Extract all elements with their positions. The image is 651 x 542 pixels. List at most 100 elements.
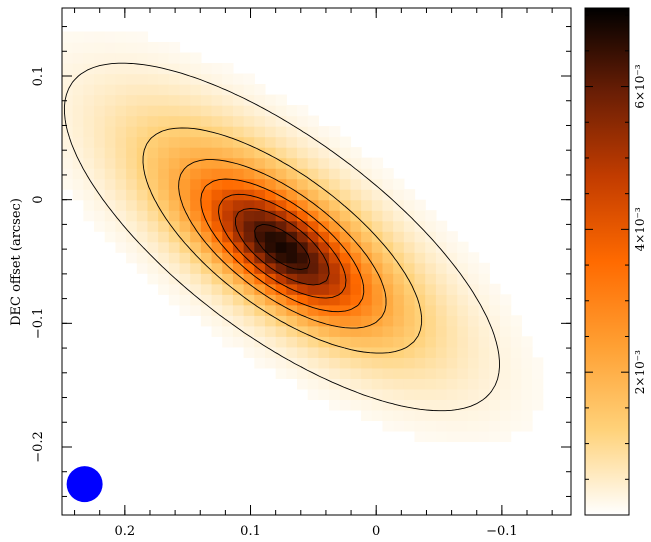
heatmap-pixel [382, 388, 394, 400]
heatmap-pixel [275, 262, 287, 274]
heatmap-pixel [318, 168, 330, 180]
heatmap-pixel [457, 241, 469, 253]
heatmap-pixel [211, 63, 223, 75]
heatmap-pixel [329, 168, 341, 180]
heatmap-pixel [297, 346, 309, 358]
heatmap-pixel [297, 178, 309, 190]
heatmap-pixel [243, 231, 255, 243]
heatmap-pixel [371, 189, 384, 201]
contour-level-5 [218, 193, 347, 299]
heatmap-pixel [318, 231, 330, 243]
heatmap-pixel [115, 31, 127, 43]
heatmap-pixel [297, 136, 309, 148]
heatmap-pixel [403, 241, 416, 253]
heatmap-pixel [232, 136, 245, 148]
heatmap-pixel [318, 126, 330, 138]
heatmap-pixel [126, 63, 138, 75]
heatmap-pixel [243, 136, 255, 148]
heatmap-pixel [286, 115, 298, 127]
heatmap-pixel [467, 294, 480, 306]
heatmap-pixel [136, 84, 149, 96]
heatmap-pixel [104, 73, 117, 85]
heatmap-pixel [264, 199, 277, 211]
heatmap-pixel [136, 210, 149, 222]
heatmap-pixel [126, 189, 138, 201]
heatmap-pixel [243, 346, 255, 358]
heatmap-pixel [297, 220, 309, 232]
heatmap-pixel [222, 294, 234, 306]
heatmap-pixel [62, 94, 74, 106]
heatmap-pixel [435, 315, 448, 327]
heatmap-pixel [371, 241, 384, 253]
heatmap-pixel [158, 126, 170, 138]
heatmap-pixel [179, 294, 191, 306]
heatmap-pixel [254, 231, 266, 243]
heatmap-pixel [243, 304, 255, 316]
heatmap-pixel [286, 357, 298, 369]
heatmap-pixel [467, 378, 480, 390]
heatmap-pixel [190, 189, 202, 201]
heatmap-pixel [510, 409, 522, 421]
y-tick-label: 0.1 [31, 66, 46, 87]
heatmap-pixel [457, 336, 469, 348]
heatmap-pixel [371, 283, 384, 295]
heatmap-pixel [350, 367, 362, 379]
heatmap-pixel [211, 304, 223, 316]
heatmap-pixel [243, 94, 255, 106]
heatmap-pixel [72, 42, 84, 54]
heatmap-pixel [62, 42, 74, 54]
heatmap-pixel [211, 136, 223, 148]
heatmap-pixel [264, 147, 277, 159]
heatmap-pixel [329, 220, 341, 232]
colorbar: 2×10⁻³ 4×10⁻³ 6×10⁻³ [584, 7, 647, 516]
heatmap-pixel [179, 84, 191, 96]
heatmap-pixel [382, 336, 394, 348]
heatmap-pixel [179, 73, 191, 85]
heatmap-pixel [478, 273, 490, 285]
heatmap-pixel [521, 409, 533, 421]
heatmap-pixel [104, 157, 117, 169]
heatmap-pixel [361, 252, 373, 264]
heatmap-pixel [414, 252, 426, 264]
heatmap-pixel [94, 136, 106, 148]
heatmap-pixel [414, 420, 426, 432]
y-tick-label: 0 [31, 196, 46, 204]
heatmap-pixel [499, 294, 512, 306]
heatmap-pixel [264, 105, 277, 117]
heatmap-pixel [168, 231, 181, 243]
heatmap-pixel [104, 52, 117, 64]
heatmap-pixel [126, 220, 138, 232]
heatmap-pixel [254, 262, 266, 274]
heatmap-pixel [414, 378, 426, 390]
heatmap-pixel [457, 273, 469, 285]
heatmap-pixel [190, 220, 202, 232]
heatmap-pixel [158, 157, 170, 169]
heatmap-pixel [275, 157, 287, 169]
heatmap-pixel [275, 220, 287, 232]
heatmap-pixel [222, 157, 234, 169]
heatmap-pixel [136, 52, 149, 64]
heatmap-pixel [393, 241, 405, 253]
heatmap-pixel [232, 178, 245, 190]
heatmap-pixel [339, 336, 352, 348]
heatmap-pixel [72, 31, 84, 43]
heatmap-pixel [72, 147, 84, 159]
heatmap-pixel [222, 252, 234, 264]
heatmap-pixel [467, 367, 480, 379]
heatmap-pixel [297, 147, 309, 159]
heatmap-pixel [62, 115, 74, 127]
heatmap-pixel [264, 294, 277, 306]
heatmap-pixel [393, 378, 405, 390]
heatmap-pixel [382, 273, 394, 285]
heatmap-pixel [200, 63, 213, 75]
heatmap-pixel [350, 252, 362, 264]
heatmap-pixel [414, 315, 426, 327]
heatmap-pixel [179, 147, 191, 159]
heatmap-pixel [307, 147, 319, 159]
heatmap-pixel [446, 283, 458, 295]
heatmap-pixel [297, 273, 309, 285]
heatmap-pixel [425, 409, 437, 421]
heatmap-pixel [371, 262, 384, 274]
heatmap-pixel [243, 199, 255, 211]
heatmap-pixel [254, 283, 266, 295]
